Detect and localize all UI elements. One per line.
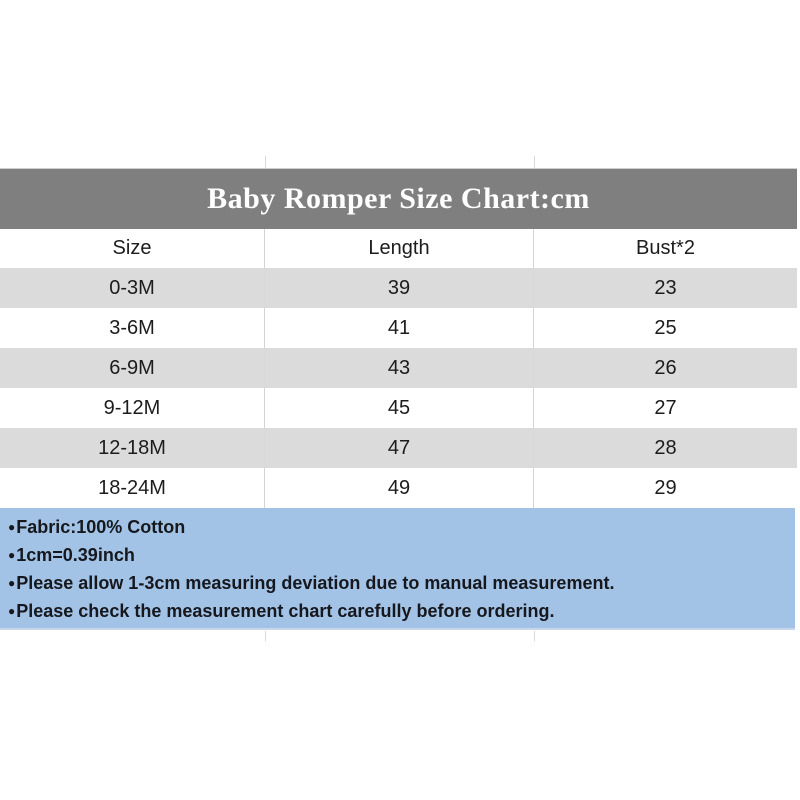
table-cell-size: 0-3M	[0, 268, 265, 308]
note-text: Please allow 1-3cm measuring deviation d…	[16, 573, 615, 593]
table-cell-size: 9-12M	[0, 388, 265, 428]
table-cell-bust: 29	[654, 476, 677, 499]
note-text: Please check the measurement chart caref…	[16, 601, 555, 621]
size-table-header-row: Size Length Bust*2	[0, 229, 797, 268]
bullet-icon: ●	[8, 548, 16, 562]
notes-panel: ●Fabric:100% Cotton ●1cm=0.39inch ●Pleas…	[0, 508, 795, 630]
table-row: 18-24M 49 29	[0, 468, 797, 508]
note-line-deviation: ●Please allow 1-3cm measuring deviation …	[8, 570, 785, 598]
table-cell-length: 39	[265, 268, 534, 308]
header-cell-size: Size	[0, 229, 265, 268]
gridline-stub	[534, 631, 535, 641]
table-cell-size: 6-9M	[0, 348, 265, 388]
table-cell-length: 47	[265, 428, 534, 468]
table-cell-bust: 27	[654, 396, 677, 419]
gridline-stub	[265, 631, 266, 641]
bullet-icon: ●	[8, 576, 16, 590]
note-line-fabric: ●Fabric:100% Cotton	[8, 514, 785, 542]
table-row: 3-6M 41 25	[0, 308, 797, 348]
table-row: 9-12M 45 27	[0, 388, 797, 428]
table-cell-bust: 26	[654, 356, 677, 379]
size-chart-title-bar: Baby Romper Size Chart:cm	[0, 168, 797, 229]
table-cell-length: 43	[265, 348, 534, 388]
table-cell-length: 45	[265, 388, 534, 428]
table-row: 0-3M 39 23	[0, 268, 797, 308]
header-cell-bust: Bust*2	[636, 237, 695, 259]
table-row: 12-18M 47 28	[0, 428, 797, 468]
table-cell-size: 12-18M	[0, 428, 265, 468]
note-line-conversion: ●1cm=0.39inch	[8, 542, 785, 570]
size-chart-title: Baby Romper Size Chart:cm	[207, 182, 590, 215]
bullet-icon: ●	[8, 604, 16, 618]
note-text: Fabric:100% Cotton	[16, 517, 186, 537]
table-cell-bust: 28	[654, 436, 677, 459]
table-cell-length: 49	[265, 468, 534, 508]
table-cell-bust: 23	[654, 276, 677, 299]
bullet-icon: ●	[8, 520, 16, 534]
table-cell-size: 18-24M	[0, 468, 265, 508]
header-cell-length: Length	[265, 229, 534, 268]
size-table: Size Length Bust*2 0-3M 39 23 3-6M 41 25…	[0, 229, 797, 508]
gridline-stub	[534, 156, 535, 168]
note-line-check: ●Please check the measurement chart care…	[8, 598, 785, 626]
table-cell-bust: 25	[654, 316, 677, 339]
note-text: 1cm=0.39inch	[16, 545, 135, 565]
table-cell-length: 41	[265, 308, 534, 348]
table-cell-size: 3-6M	[0, 308, 265, 348]
gridline-stub	[265, 156, 266, 168]
table-row: 6-9M 43 26	[0, 348, 797, 388]
